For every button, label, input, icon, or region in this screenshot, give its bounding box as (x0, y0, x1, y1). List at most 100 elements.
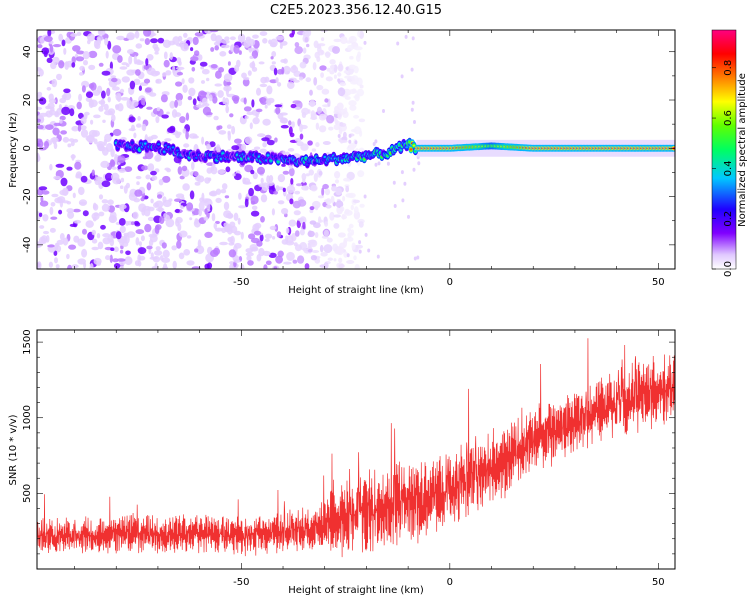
spectrogram-noise-cell (308, 169, 314, 176)
spectrogram-noise-cell (183, 143, 190, 148)
spectrogram-noise-cell (46, 86, 52, 91)
spectrogram-marks (37, 30, 675, 269)
spectrogram-noise-cell (401, 198, 405, 203)
spectrogram-noise-cell (43, 230, 49, 235)
spectrogram-noise-cell (257, 166, 265, 175)
spectrogram-noise-cell (190, 47, 194, 52)
spectrogram-noise-cell (416, 255, 420, 260)
spectrogram-noise-cell (151, 266, 157, 269)
spectrogram-noise-cell (218, 130, 227, 135)
x-tick-label: 0 (447, 277, 453, 288)
spectrogram-noise-cell (197, 239, 202, 249)
spectrogram-noise-cell (226, 81, 232, 86)
spectrogram-noise-cell (181, 165, 188, 172)
spectrogram-noise-cell (208, 191, 216, 197)
spectrogram-noise-cell (172, 65, 176, 74)
spectrogram-noise-cell (202, 198, 212, 202)
ridge-cell (409, 148, 413, 151)
spectrogram-noise-cell (146, 106, 153, 110)
spectrogram-noise-cell (157, 194, 163, 199)
spectrogram-noise-cell (127, 49, 134, 55)
spectrogram-noise-cell (339, 87, 343, 92)
snr-series-line (37, 338, 675, 558)
spectrogram-noise-cell (60, 130, 67, 135)
spectrogram-noise-cell (293, 210, 301, 216)
spectrogram-noise-cell (319, 65, 327, 71)
ridge-cell (221, 152, 225, 155)
spectrogram-noise-cell (249, 61, 256, 69)
spectrogram-noise-cell (120, 177, 125, 183)
spectrogram-noise-cell (350, 204, 354, 211)
spectrogram-noise-cell (337, 63, 344, 72)
spectrogram-noise-cell (327, 257, 333, 261)
spectrogram-noise-cell (320, 30, 329, 33)
spectrogram-noise-cell (37, 91, 43, 97)
spectrogram-noise-cell (223, 73, 233, 82)
spectrogram-noise-cell (346, 253, 350, 258)
y-tick-label: 20 (22, 94, 33, 107)
ridge-cell (412, 144, 416, 147)
spectrogram-noise-cell (343, 251, 348, 258)
spectrogram-noise-cell (255, 113, 259, 118)
spectrogram-noise-cell (182, 128, 187, 134)
spectrogram-noise-cell (166, 111, 170, 115)
spectrogram-noise-cell (104, 172, 114, 181)
spectrogram-noise-cell (71, 62, 76, 68)
spectrogram-noise-cell (214, 45, 219, 51)
spectrogram-noise-cell (248, 187, 255, 197)
spectrogram-noise-cell (72, 208, 81, 213)
spectrogram-noise-cell (50, 137, 59, 143)
spectrogram-noise-cell (108, 215, 116, 223)
spectrogram-noise-cell (309, 89, 313, 96)
spectrogram-noise-cell (326, 237, 333, 243)
spectrogram-noise-cell (88, 50, 98, 59)
spectrogram-noise-cell (138, 85, 142, 91)
spectrogram-noise-cell (93, 40, 99, 49)
spectrogram-noise-cell (206, 112, 213, 116)
spectrogram-noise-cell (344, 96, 351, 100)
spectrogram-noise-cell (54, 110, 59, 117)
snr-ticks: -50 0 50 500 1000 1500 (22, 329, 675, 588)
x-tick-label: -50 (233, 277, 249, 288)
colorbar-tick-label: 0.4 (723, 160, 734, 176)
colorbar: 0.0 0.2 0.4 0.6 0.8 Normalized spectral ampl… (711, 29, 748, 277)
spectrogram-noise-cell (348, 89, 358, 95)
spectrogram-noise-cell (257, 133, 266, 138)
spectrogram-noise-cell (353, 114, 360, 119)
x-tick-label: 50 (652, 577, 665, 588)
spectrogram-noise-cell (97, 241, 104, 250)
spectrogram-noise-cell (67, 264, 73, 269)
spectrogram-noise-cell (271, 61, 276, 65)
spectrogram-noise-cell (146, 245, 153, 250)
spectrogram-noise-cell (241, 72, 247, 79)
spectrogram-noise-cell (275, 35, 285, 41)
spectrogram-noise-cell (300, 181, 307, 187)
spectrogram-noise-cell (262, 118, 271, 126)
spectrogram-noise-cell (97, 176, 101, 186)
spectrogram-noise-cell (294, 46, 304, 55)
spectrogram-noise-cell (316, 84, 324, 91)
spectrogram-noise-cell (79, 72, 84, 76)
spectrogram-noise-cell (339, 206, 345, 212)
spectrogram-noise-cell (53, 122, 62, 127)
spectrogram-noise-cell (277, 174, 286, 183)
spectrogram-noise-cell (266, 139, 275, 146)
spectrogram-noise-cell (290, 103, 297, 109)
spectrogram-noise-cell (91, 238, 98, 244)
spectrogram-noise-cell (288, 219, 297, 227)
ridge-cell (162, 150, 166, 153)
spectrogram-noise-cell (270, 56, 274, 60)
spectrogram-noise-cell (305, 173, 310, 177)
spectrogram-noise-cell (109, 254, 113, 263)
spectrogram-noise-cell (209, 141, 216, 148)
spectrogram-noise-cell (56, 73, 62, 81)
y-tick-label: 1500 (22, 329, 33, 354)
spectrogram-noise-cell (400, 170, 404, 175)
spectrogram-noise-cell (42, 214, 49, 222)
spectrogram-noise-cell (260, 216, 265, 223)
spectrogram-noise-cell (66, 253, 70, 260)
spectrogram-noise-cell (242, 181, 252, 185)
spectrogram-noise-cell (230, 225, 238, 234)
spectrogram-noise-cell (154, 70, 161, 76)
spectrogram-noise-cell (61, 106, 71, 116)
